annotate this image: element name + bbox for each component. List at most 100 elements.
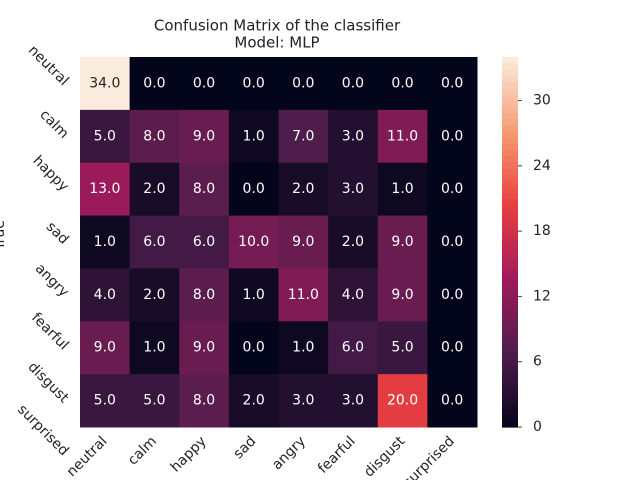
cell xyxy=(328,268,379,322)
cell xyxy=(377,374,428,428)
colorbar-segment xyxy=(502,149,518,157)
colorbar-segment xyxy=(502,106,518,114)
cell-label: 5.0 xyxy=(143,393,165,409)
colorbar-segment xyxy=(502,279,518,286)
cell xyxy=(179,162,230,217)
cell xyxy=(377,162,428,217)
cell-label: 1.0 xyxy=(243,128,265,144)
cell-label: 8.0 xyxy=(193,181,215,197)
cell-label: 4.0 xyxy=(342,287,364,303)
cell xyxy=(427,321,478,375)
colorbar-segment xyxy=(502,316,518,323)
cell xyxy=(328,374,379,428)
cell-label: 10.0 xyxy=(238,234,269,250)
cell xyxy=(228,162,279,217)
cell-label: 2.0 xyxy=(143,181,165,197)
cell xyxy=(427,374,478,428)
cell xyxy=(328,57,379,111)
cell xyxy=(278,374,329,428)
cell-label: 9.0 xyxy=(193,340,215,356)
cell xyxy=(427,57,478,111)
cell xyxy=(328,215,379,269)
cell xyxy=(377,321,428,375)
colorbar-segment xyxy=(502,359,518,366)
cell-label: 8.0 xyxy=(193,393,215,409)
y-tick-label: calm xyxy=(36,107,71,142)
colorbar-segment xyxy=(502,223,518,231)
cell xyxy=(328,162,379,217)
cell-label: 6.0 xyxy=(193,234,215,250)
cell-label: 3.0 xyxy=(342,181,364,197)
colorbar-segment xyxy=(502,112,518,120)
x-tick-label: neutral xyxy=(64,433,111,480)
cell xyxy=(179,268,230,322)
cell xyxy=(129,162,180,217)
cell-label: 0.0 xyxy=(441,128,463,144)
cell xyxy=(80,321,131,375)
colorbar-segment xyxy=(502,211,518,218)
y-tick-label: neutral xyxy=(25,42,72,89)
colorbar-tick-label: 30 xyxy=(533,93,551,109)
y-tick-label: surprised xyxy=(14,402,71,459)
cell-label: 0.0 xyxy=(441,287,463,303)
colorbar-segment xyxy=(502,131,518,138)
cell xyxy=(328,321,379,375)
cell xyxy=(80,109,131,164)
cell xyxy=(129,321,180,375)
cell-label: 0.0 xyxy=(441,340,463,356)
cell-label: 0.0 xyxy=(342,75,364,91)
cell-label: 0.0 xyxy=(292,75,314,91)
cell xyxy=(427,268,478,322)
cell xyxy=(179,215,230,269)
colorbar-segment xyxy=(502,414,518,422)
cell xyxy=(427,109,478,164)
colorbar-segment xyxy=(502,81,518,89)
cell-label: 9.0 xyxy=(94,340,116,356)
y-tick-label: fearful xyxy=(28,310,72,354)
cell-label: 9.0 xyxy=(391,287,413,303)
y-tick-label: sad xyxy=(43,219,72,248)
cell xyxy=(80,215,131,269)
x-tick-label: disgust xyxy=(361,433,408,480)
cell-label: 0.0 xyxy=(441,181,463,197)
colorbar-segment xyxy=(502,161,518,169)
cell-label: 2.0 xyxy=(342,234,364,250)
colorbar-segment xyxy=(502,365,518,373)
cell xyxy=(278,268,329,322)
cell-label: 0.0 xyxy=(441,393,463,409)
cell xyxy=(179,109,230,164)
cell-label: 2.0 xyxy=(143,287,165,303)
cell xyxy=(129,374,180,428)
cell xyxy=(179,321,230,375)
colorbar-segment xyxy=(502,100,518,107)
cell-label: 2.0 xyxy=(243,393,265,409)
cell xyxy=(328,109,379,164)
colorbar-segment xyxy=(502,353,518,360)
colorbar-segment xyxy=(502,217,518,225)
cell-label: 9.0 xyxy=(292,234,314,250)
cell xyxy=(377,215,428,269)
colorbar-segment xyxy=(502,235,518,243)
colorbar-segment xyxy=(502,260,518,268)
colorbar-tick-label: 0 xyxy=(533,419,542,435)
cell-label: 0.0 xyxy=(143,75,165,91)
colorbar-segment xyxy=(502,408,518,416)
y-tick-label: disgust xyxy=(25,359,72,406)
cell-label: 20.0 xyxy=(387,393,418,409)
cell-label: 0.0 xyxy=(391,75,413,91)
cell-label: 0.0 xyxy=(441,75,463,91)
colorbar-segment xyxy=(502,242,518,249)
cell xyxy=(278,109,329,164)
colorbar-tick-label: 6 xyxy=(533,354,542,370)
colorbar-segment xyxy=(502,254,518,262)
cell-label: 11.0 xyxy=(288,287,319,303)
colorbar-segment xyxy=(502,186,518,194)
cell-label: 1.0 xyxy=(94,234,116,250)
cell-label: 8.0 xyxy=(193,287,215,303)
colorbar-segment xyxy=(502,118,518,126)
cell-label: 8.0 xyxy=(143,128,165,144)
colorbar-segment xyxy=(502,143,518,151)
cell-label: 11.0 xyxy=(387,128,418,144)
cell-label: 5.0 xyxy=(94,393,116,409)
